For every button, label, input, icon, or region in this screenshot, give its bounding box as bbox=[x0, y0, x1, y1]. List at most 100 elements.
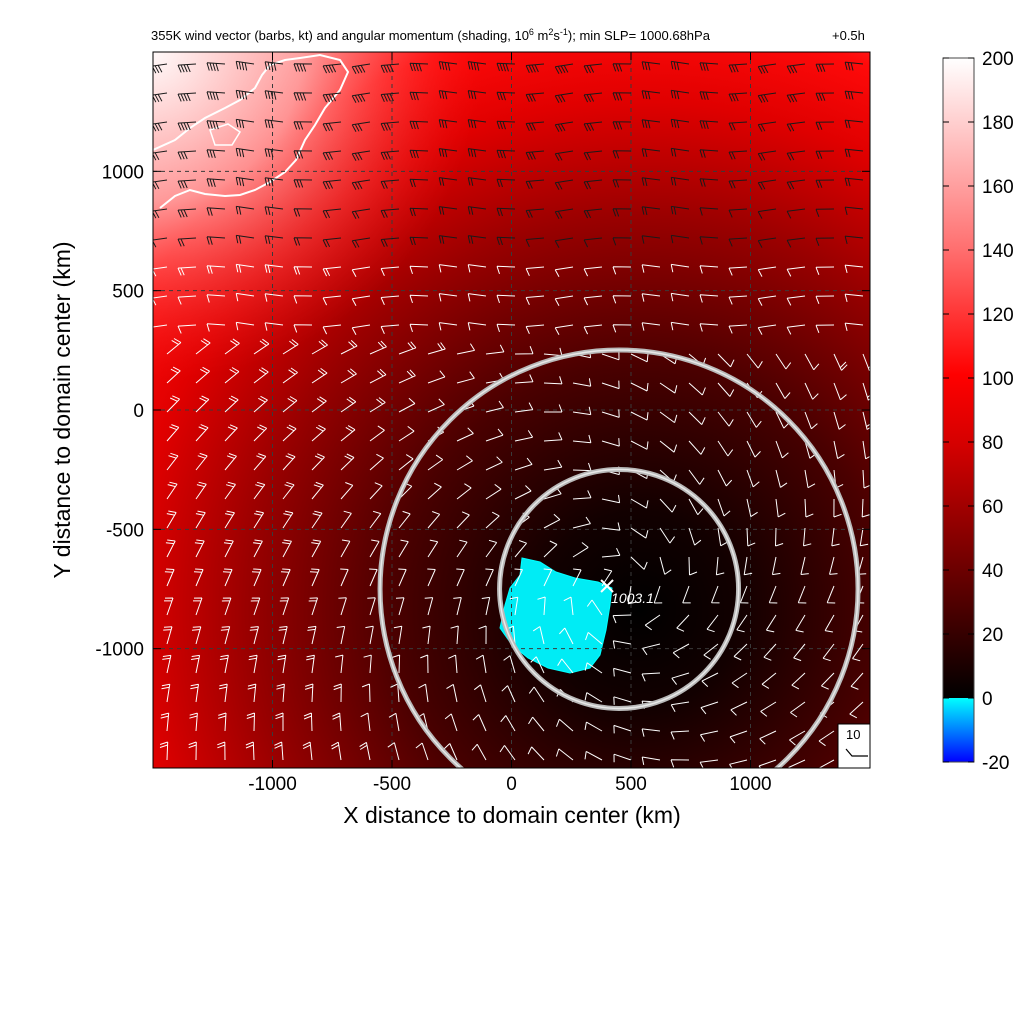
wind-barb bbox=[307, 625, 317, 645]
wind-barb bbox=[153, 121, 168, 132]
wind-barb bbox=[525, 121, 545, 132]
wind-barb bbox=[253, 367, 269, 384]
wind-barb bbox=[249, 626, 259, 645]
wind-barb bbox=[332, 712, 342, 732]
wind-barb bbox=[844, 177, 864, 187]
wind-barb bbox=[206, 265, 226, 274]
wind-barb bbox=[786, 121, 806, 132]
wind-barb bbox=[363, 654, 372, 674]
wind-barb bbox=[601, 409, 620, 418]
wind-barb bbox=[572, 490, 592, 500]
wind-barb bbox=[153, 208, 168, 219]
wind-barb bbox=[699, 730, 719, 742]
wind-barb bbox=[815, 92, 835, 101]
wind-barb bbox=[757, 179, 777, 190]
wind-barb bbox=[554, 295, 574, 306]
wind-barb bbox=[282, 453, 296, 471]
wind-barb bbox=[786, 295, 806, 306]
wind-barb bbox=[351, 179, 371, 190]
wind-barb bbox=[302, 741, 313, 761]
wind-barb bbox=[699, 149, 719, 158]
wind-barb bbox=[786, 208, 806, 219]
wind-barb bbox=[276, 683, 285, 703]
wind-barb bbox=[177, 63, 197, 73]
colorbar-tick-label: 180 bbox=[982, 113, 1014, 134]
wind-barb bbox=[456, 343, 476, 355]
wind-barb bbox=[264, 206, 284, 216]
wind-barb bbox=[557, 658, 574, 674]
wind-barb bbox=[235, 176, 255, 187]
wind-barb bbox=[165, 539, 176, 558]
wind-barb bbox=[235, 118, 255, 129]
wind-barb bbox=[630, 556, 648, 570]
wind-barb bbox=[746, 411, 762, 428]
wind-barb bbox=[641, 235, 661, 244]
wind-barb bbox=[765, 614, 777, 633]
wind-barb bbox=[659, 411, 678, 424]
wind-barb bbox=[409, 323, 429, 333]
wind-barb bbox=[543, 432, 563, 442]
wind-barb bbox=[190, 683, 199, 703]
wind-barb bbox=[450, 625, 459, 645]
wind-barb bbox=[525, 179, 545, 190]
x-axis: -1000 -500 0 500 1000 bbox=[248, 52, 772, 795]
wind-barb bbox=[699, 294, 719, 303]
wind-barb bbox=[601, 522, 621, 531]
wind-barb bbox=[218, 712, 227, 732]
wind-barb bbox=[293, 208, 313, 217]
wind-barb bbox=[659, 527, 676, 544]
colorbar-tick-label: 200 bbox=[982, 49, 1014, 70]
wind-barb bbox=[177, 150, 197, 160]
wind-barb bbox=[351, 237, 371, 248]
wind-barb bbox=[456, 511, 470, 529]
wind-barb bbox=[380, 92, 400, 103]
wind-barb bbox=[224, 453, 237, 471]
wind-barb bbox=[786, 63, 806, 74]
wind-barb bbox=[153, 63, 168, 74]
wind-barb bbox=[380, 295, 400, 306]
wind-barb bbox=[235, 147, 255, 158]
wind-barb bbox=[311, 453, 325, 471]
wind-barb bbox=[351, 324, 371, 335]
wind-barb bbox=[264, 61, 284, 71]
wind-barb bbox=[739, 585, 749, 604]
wind-barb bbox=[293, 179, 313, 188]
wind-barb bbox=[253, 481, 266, 500]
wind-barb bbox=[768, 585, 778, 604]
wind-barb bbox=[699, 178, 719, 187]
wind-barb bbox=[322, 324, 342, 335]
wind-barb bbox=[369, 425, 385, 442]
wind-barb bbox=[166, 510, 177, 529]
wind-barb bbox=[311, 510, 323, 529]
wind-barb bbox=[793, 643, 806, 662]
wind-barb bbox=[670, 234, 690, 244]
wind-barb bbox=[613, 696, 632, 705]
wind-barb bbox=[418, 683, 429, 703]
wind-barb bbox=[293, 295, 313, 304]
wind-barb bbox=[390, 683, 400, 703]
range-ring-inner bbox=[498, 468, 740, 710]
wind-barb bbox=[496, 323, 516, 333]
wind-barb bbox=[380, 208, 400, 219]
wind-barb bbox=[612, 63, 632, 72]
wind-barb bbox=[688, 498, 704, 516]
wind-barb bbox=[206, 323, 226, 332]
wind-barb bbox=[206, 207, 226, 216]
wind-barb bbox=[804, 382, 819, 400]
wind-barb bbox=[309, 568, 320, 587]
wind-barb bbox=[736, 614, 748, 633]
wind-barb bbox=[253, 424, 268, 442]
wind-barb bbox=[409, 91, 429, 101]
wind-barb bbox=[282, 339, 299, 355]
wind-barb bbox=[224, 424, 238, 442]
wind-barb bbox=[340, 510, 352, 529]
wind-barb bbox=[453, 597, 462, 616]
wind-barb bbox=[584, 721, 603, 732]
colorbar-tick-label: 40 bbox=[982, 561, 1003, 582]
wind-barb bbox=[630, 527, 649, 539]
wind-barb bbox=[496, 265, 516, 275]
wind-barb bbox=[191, 654, 201, 674]
wind-barb bbox=[758, 759, 777, 768]
wind-barb bbox=[308, 597, 319, 616]
wind-barb bbox=[746, 469, 760, 488]
